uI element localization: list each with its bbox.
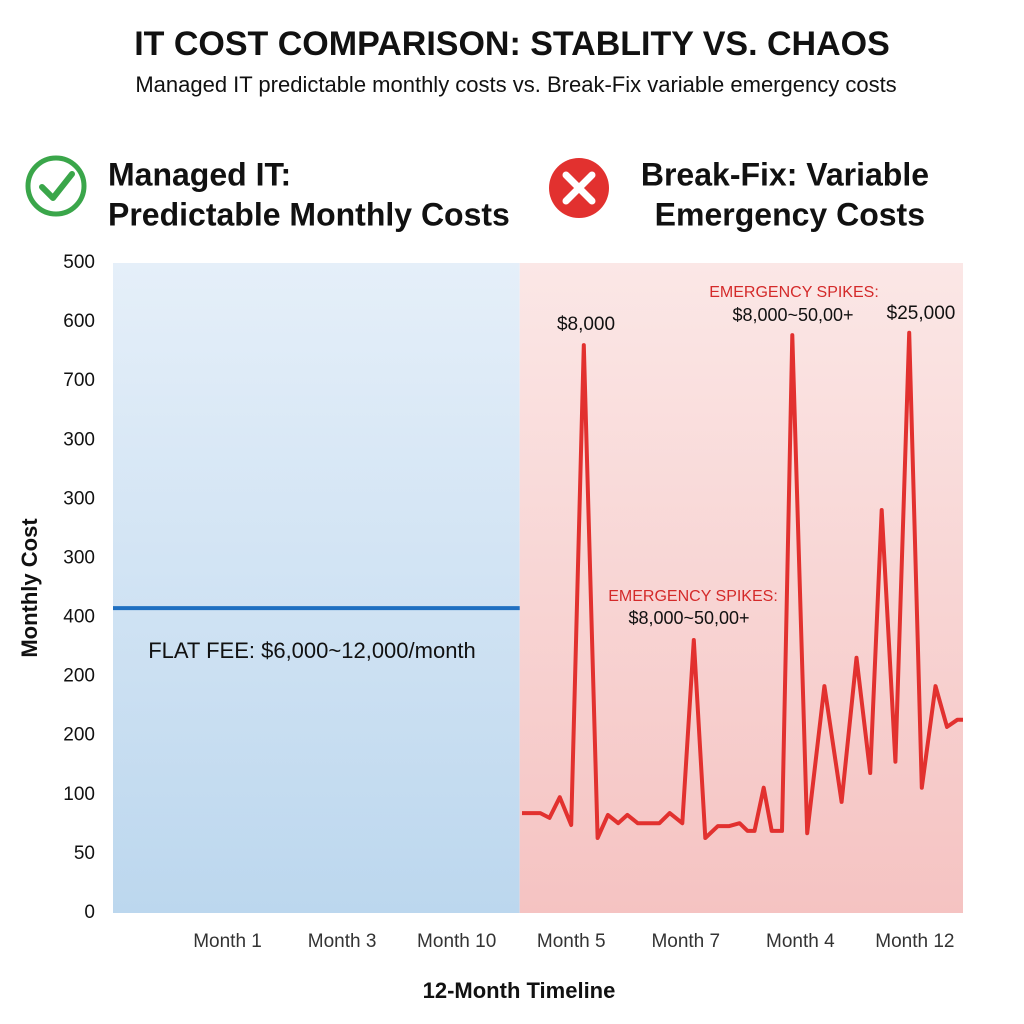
y-tick-label: 300 (63, 429, 95, 450)
plot: 0 50 100 200 200 400 300 300 300 700 600 500 Month 1… (63, 252, 963, 952)
line (522, 330, 963, 840)
x-tick-label: Month 5 (537, 931, 606, 952)
check-icon (25, 155, 87, 217)
y-tick-label: 300 (63, 488, 95, 509)
panel-title: Break-Fix: Variable (641, 156, 929, 192)
x-tick-label: Month 3 (308, 931, 377, 952)
y-tick-label: 300 (63, 547, 95, 568)
x-icon (549, 158, 609, 218)
y-tick-label: 500 (63, 252, 95, 273)
x-tick-label: Month 10 (417, 931, 496, 952)
x-tick-label: Month 7 (651, 931, 720, 952)
breakfix-panel (519, 263, 963, 913)
x-tick-label: Month 4 (766, 931, 835, 952)
y-tick-label: 600 (63, 311, 95, 332)
x-tick-label: Month 1 (193, 931, 262, 952)
annotation: $25,000 (887, 303, 956, 324)
y-tick-label: 200 (63, 725, 95, 746)
annotation: FLAT FEE: $6,000~12,000/month (148, 638, 476, 663)
y-tick-label: 400 (63, 607, 95, 628)
y-tick-label: 700 (63, 370, 95, 391)
panel-title: Predictable Monthly Costs (108, 196, 510, 232)
annotation: EMERGENCY SPIKES: (709, 284, 879, 301)
panels (113, 263, 963, 913)
managed-panel (113, 263, 520, 913)
y-tick-label: 50 (74, 843, 95, 864)
y-tick-label: 0 (84, 902, 95, 923)
x-tick-label: Month 12 (875, 931, 954, 952)
panel-title: Managed IT: (108, 156, 291, 192)
x-axis-label: 12-Month Timeline (423, 978, 616, 1003)
annotation: $8,000~50,00+ (628, 608, 749, 628)
annotation: EMERGENCY SPIKES: (608, 588, 778, 605)
chart-title: IT COST COMPARISON: STABLITY VS. CHAOS (134, 25, 890, 63)
annotation: $8,000~50,00+ (732, 305, 853, 325)
annotation: $8,000 (557, 314, 615, 335)
chart-subtitle: Managed IT predictable monthly costs vs.… (135, 72, 896, 97)
y-tick-label: 200 (63, 666, 95, 687)
y-tick-label: 100 (63, 784, 95, 805)
y-axis-label: Monthly Cost (17, 518, 42, 658)
panel-title: Emergency Costs (655, 196, 925, 232)
